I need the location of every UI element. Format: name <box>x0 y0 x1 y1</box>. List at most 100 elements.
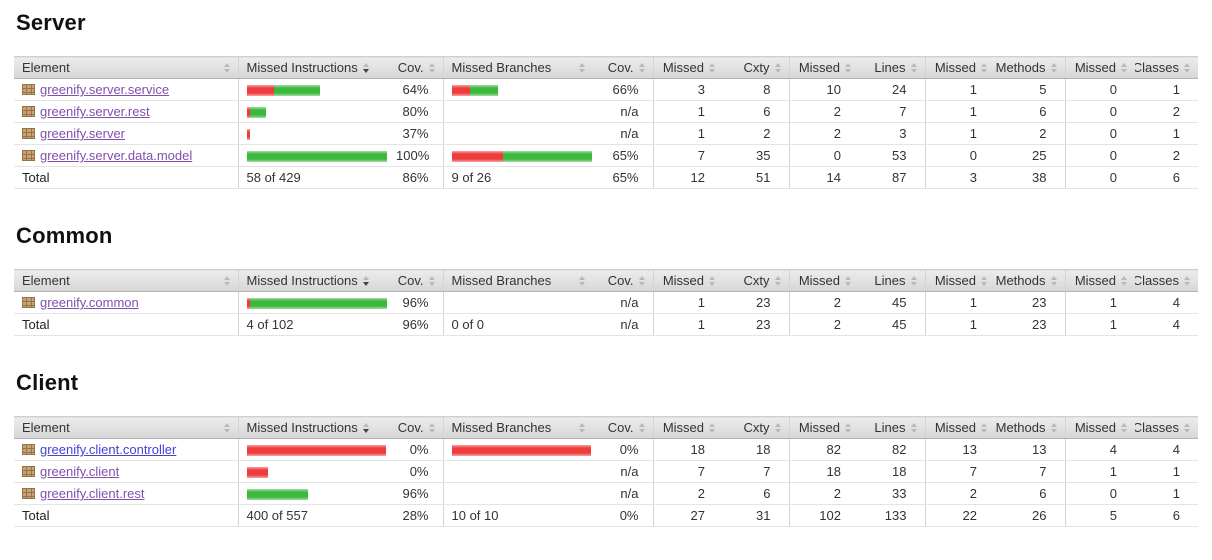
column-header-cov[interactable]: Cov. <box>593 269 653 292</box>
metric-cell: 23 <box>723 291 789 314</box>
sort-icon <box>1121 275 1127 286</box>
column-header-missed-7[interactable]: Missed <box>788 416 859 439</box>
column-header-label: Missed <box>798 420 840 435</box>
covered-bar <box>469 85 498 97</box>
metric-cell: 1 <box>1135 482 1198 505</box>
metric-cell: 18 <box>859 460 925 483</box>
package-link-greenify-client[interactable]: greenify.client <box>40 464 120 479</box>
package-link-greenify-client-controller[interactable]: greenify.client.controller <box>40 442 177 457</box>
greenify-client-rest-branch-bar-cell <box>442 482 593 505</box>
branch-coverage: 66% <box>593 78 653 101</box>
column-header-cov[interactable]: Cov. <box>593 416 653 439</box>
column-header-classes-12[interactable]: Classes <box>1135 56 1198 79</box>
greenify-server-rest-branch-bar-cell <box>442 100 593 123</box>
total-metric-cell: 23 <box>723 313 789 336</box>
total-metric-cell: 1 <box>652 313 723 336</box>
total-metric-cell: 12 <box>652 166 723 189</box>
column-header-missed-instructions[interactable]: Missed Instructions <box>237 269 388 292</box>
column-header-element[interactable]: Element <box>14 269 238 292</box>
sort-icon <box>1121 62 1127 73</box>
column-header-missed-9[interactable]: Missed <box>924 56 995 79</box>
metric-cell: 2 <box>1135 144 1198 167</box>
package-link-greenify-client-rest[interactable]: greenify.client.rest <box>40 486 145 501</box>
total-branch-coverage: 0% <box>593 504 653 527</box>
total-instruction-coverage: 86% <box>388 166 443 189</box>
table-row-greenify-client-rest: greenify.client.rest 96% n/a 2 6 2 33 2 6 0 1 <box>14 482 1198 505</box>
metric-cell: 82 <box>788 438 859 461</box>
column-header-element[interactable]: Element <box>14 56 238 79</box>
package-link-greenify-server-rest[interactable]: greenify.server.rest <box>40 104 150 119</box>
column-header-cov[interactable]: Cov. <box>593 56 653 79</box>
branch-coverage: n/a <box>593 100 653 123</box>
sort-icon <box>1184 275 1190 286</box>
metric-cell: 1 <box>924 122 995 145</box>
column-header-missed-branches[interactable]: Missed Branches <box>442 56 593 79</box>
sort-icon <box>579 62 585 73</box>
metric-cell: 7 <box>652 460 723 483</box>
total-metric-cell: 38 <box>995 166 1065 189</box>
sort-icon <box>638 422 645 433</box>
table-row-greenify-server-data-model: greenify.server.data.model 100% 65% 7 35 0 53 0… <box>14 144 1198 167</box>
column-header-missed-9[interactable]: Missed <box>924 269 995 292</box>
package-icon <box>22 128 35 139</box>
column-header-cov[interactable]: Cov. <box>388 416 443 439</box>
column-header-cov[interactable]: Cov. <box>388 269 443 292</box>
total-metric-cell: 14 <box>788 166 859 189</box>
package-link-greenify-server-service[interactable]: greenify.server.service <box>40 82 170 97</box>
column-header-missed-11[interactable]: Missed <box>1064 56 1135 79</box>
coverage-report: Server Element Missed Instructions Cov. Mis… <box>14 10 1198 527</box>
column-header-missed-5[interactable]: Missed <box>652 56 723 79</box>
package-link-greenify-common[interactable]: greenify.common <box>40 295 139 310</box>
column-header-cxty-6[interactable]: Cxty <box>723 269 789 292</box>
covered-bar <box>502 151 592 163</box>
column-header-missed-5[interactable]: Missed <box>652 269 723 292</box>
column-header-label: Methods <box>995 420 1046 435</box>
column-header-missed-7[interactable]: Missed <box>788 56 859 79</box>
column-header-missed-7[interactable]: Missed <box>788 269 859 292</box>
metric-cell: 6 <box>723 100 789 123</box>
column-header-missed-branches[interactable]: Missed Branches <box>442 269 593 292</box>
column-header-missed-instructions[interactable]: Missed Instructions <box>237 416 388 439</box>
column-header-cxty-6[interactable]: Cxty <box>723 416 789 439</box>
metric-cell: 7 <box>859 100 925 123</box>
total-metric-cell: 1 <box>1064 313 1135 336</box>
metric-cell: 53 <box>859 144 925 167</box>
column-header-lines-8[interactable]: Lines <box>859 269 925 292</box>
column-header-methods-10[interactable]: Methods <box>995 416 1065 439</box>
column-header-cxty-6[interactable]: Cxty <box>723 56 789 79</box>
column-header-missed-branches[interactable]: Missed Branches <box>442 416 593 439</box>
column-header-element[interactable]: Element <box>14 416 238 439</box>
package-link-greenify-server-data-model[interactable]: greenify.server.data.model <box>40 148 193 163</box>
column-header-missed-9[interactable]: Missed <box>924 416 995 439</box>
total-metric-cell: 26 <box>995 504 1065 527</box>
total-instructions: 58 of 429 <box>237 166 388 189</box>
column-header-cov[interactable]: Cov. <box>388 56 443 79</box>
total-metric-cell: 87 <box>859 166 925 189</box>
column-header-lines-8[interactable]: Lines <box>859 56 925 79</box>
column-header-missed-11[interactable]: Missed <box>1064 269 1135 292</box>
column-header-label: Cxty <box>743 60 770 75</box>
column-header-lines-8[interactable]: Lines <box>859 416 925 439</box>
column-header-label: Missed <box>1074 273 1116 288</box>
column-header-label: Classes <box>1135 420 1179 435</box>
column-header-label: Cov. <box>397 273 424 288</box>
metric-cell: 35 <box>723 144 789 167</box>
metric-cell: 1 <box>1064 291 1135 314</box>
sort-icon <box>223 275 230 286</box>
package-icon <box>22 150 35 161</box>
metric-cell: 1 <box>1064 460 1135 483</box>
column-header-missed-11[interactable]: Missed <box>1064 416 1135 439</box>
column-header-classes-12[interactable]: Classes <box>1135 269 1198 292</box>
element-cell: greenify.server.service <box>14 78 238 101</box>
column-header-label: Cxty <box>743 273 770 288</box>
total-metric-cell: 27 <box>652 504 723 527</box>
column-header-missed-5[interactable]: Missed <box>652 416 723 439</box>
column-header-label: Missed <box>662 273 704 288</box>
package-link-greenify-server[interactable]: greenify.server <box>40 126 126 141</box>
covered-bar <box>246 151 387 163</box>
column-header-methods-10[interactable]: Methods <box>995 56 1065 79</box>
column-header-methods-10[interactable]: Methods <box>995 269 1065 292</box>
missed-bar <box>451 85 470 97</box>
column-header-missed-instructions[interactable]: Missed Instructions <box>237 56 388 79</box>
column-header-classes-12[interactable]: Classes <box>1135 416 1198 439</box>
